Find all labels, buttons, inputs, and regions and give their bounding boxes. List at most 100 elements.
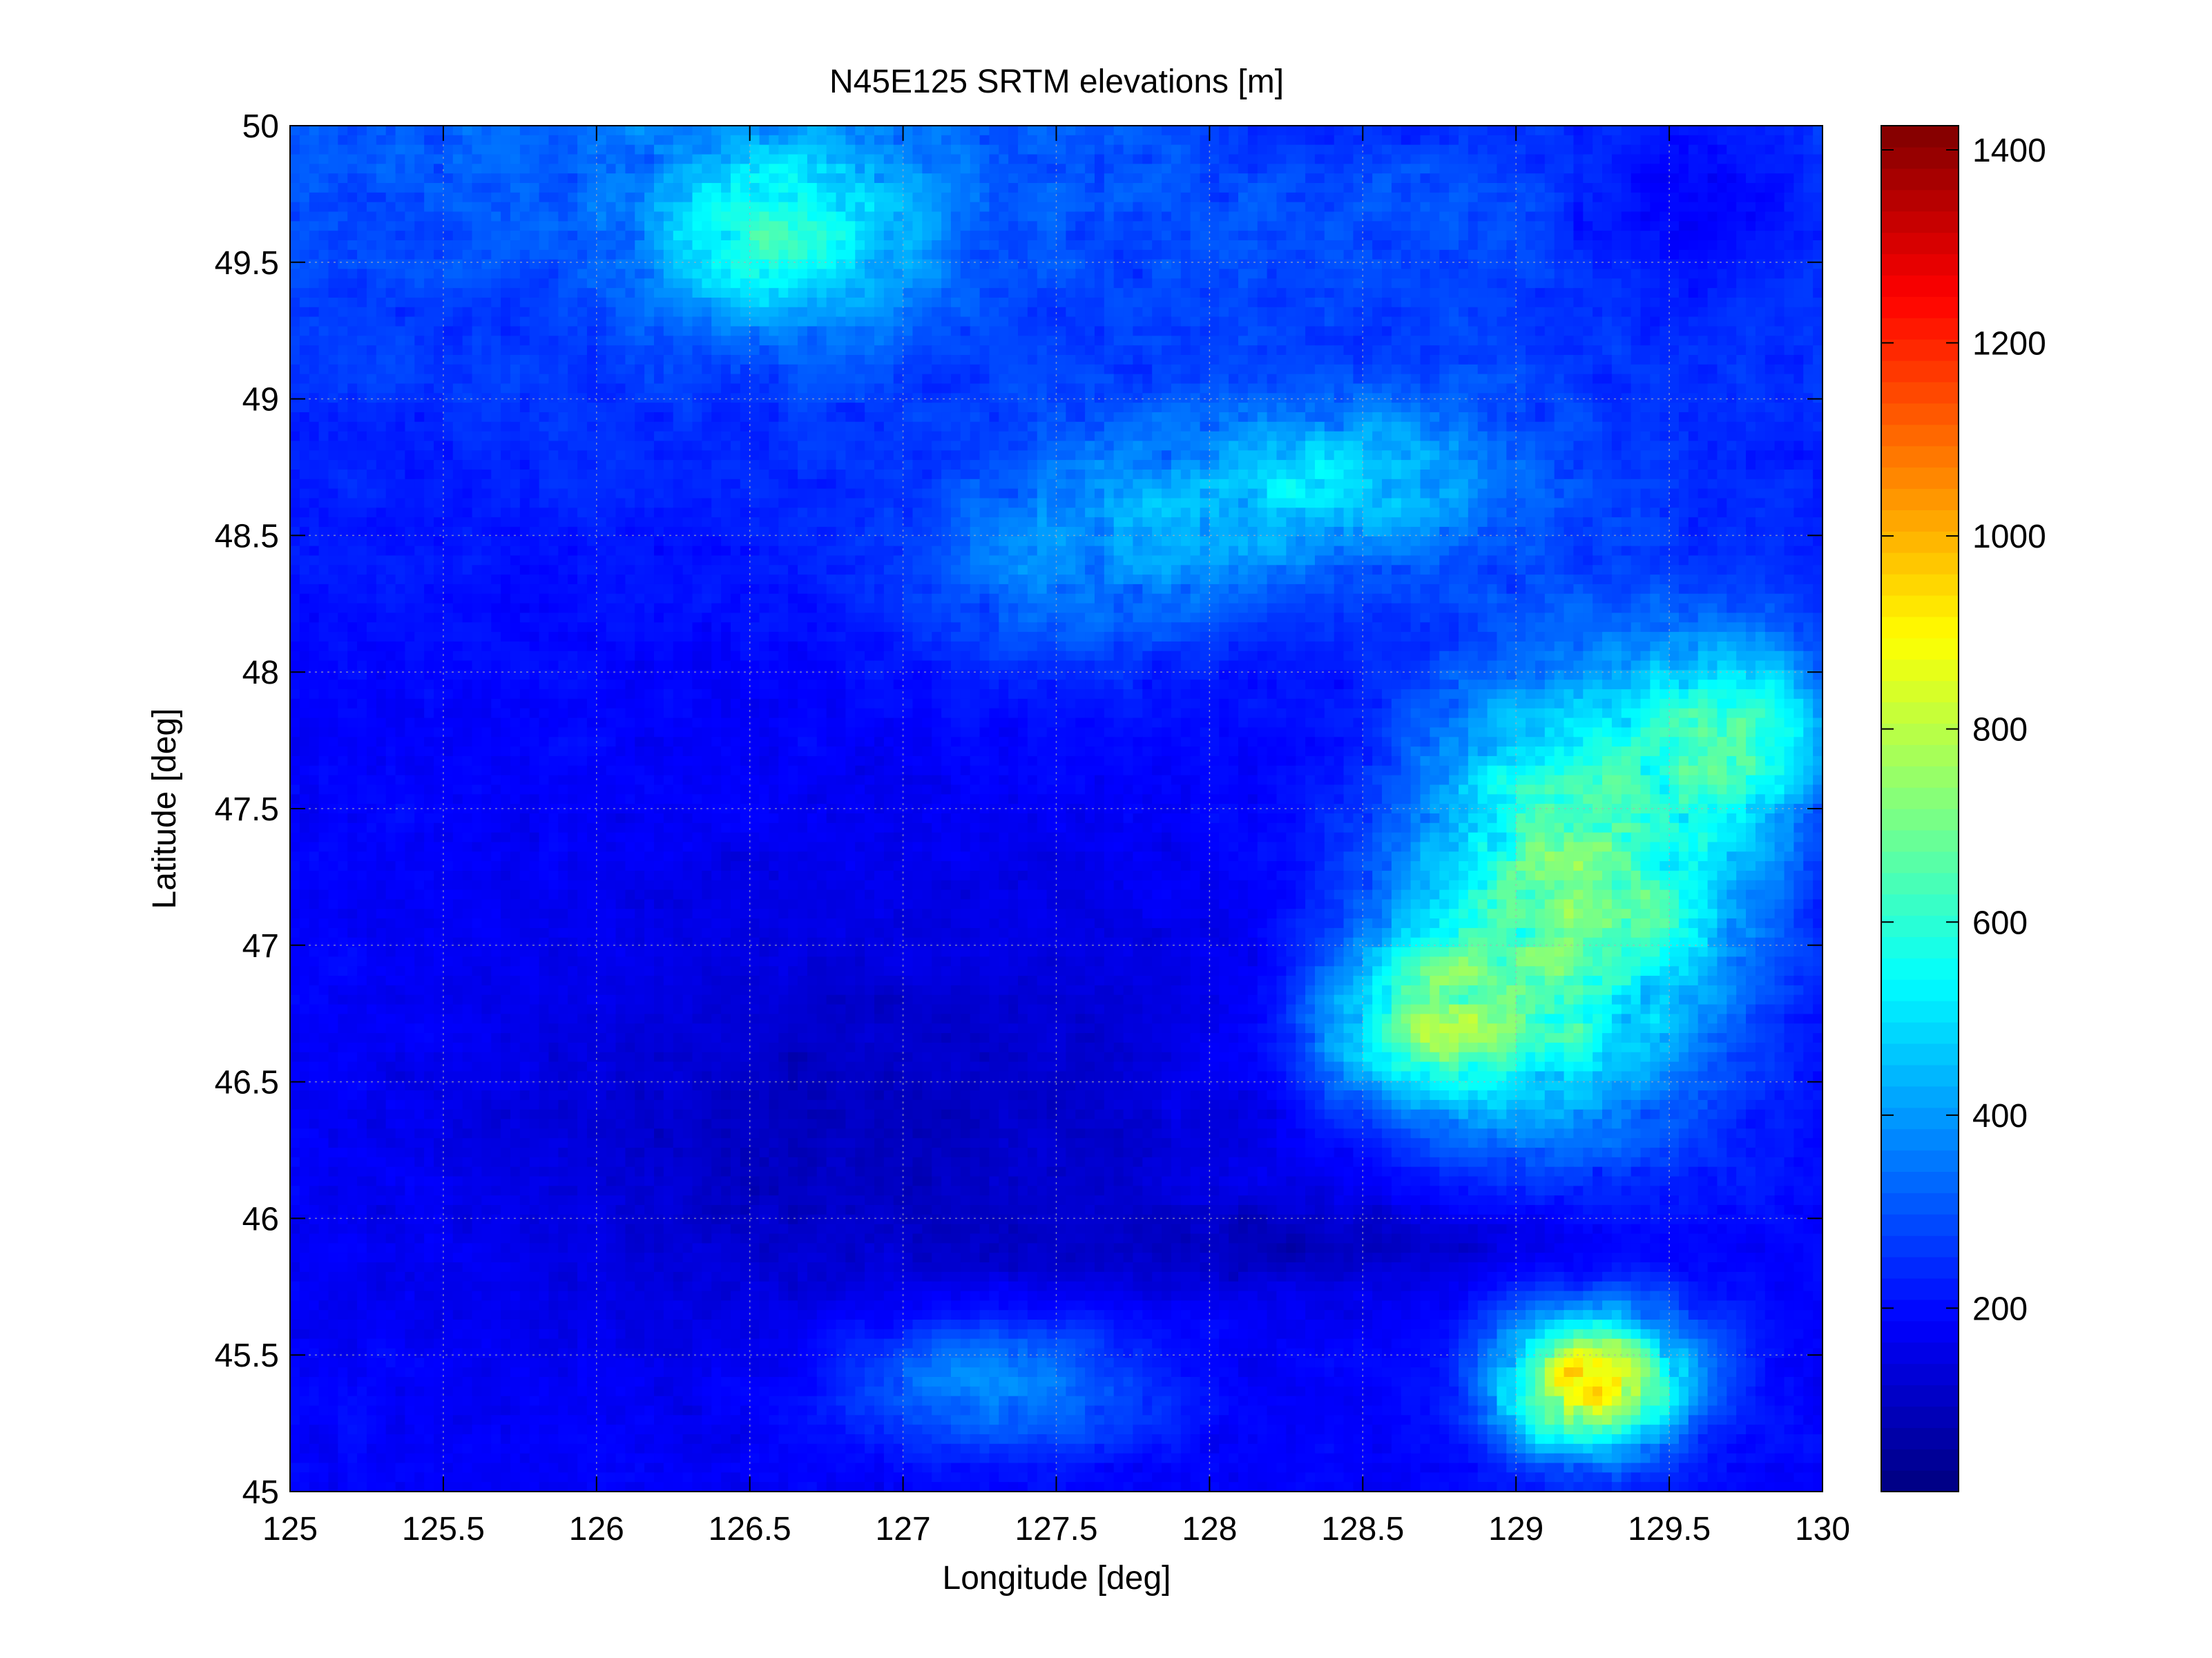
heatmap-cell (376, 221, 387, 231)
heatmap-cell (711, 126, 722, 136)
heatmap-cell (1583, 154, 1593, 164)
heatmap-cell (405, 269, 415, 279)
heatmap-cell (1611, 135, 1622, 146)
heatmap-cell (1046, 316, 1057, 327)
heatmap-cell (1678, 364, 1689, 375)
heatmap-cell (788, 345, 798, 356)
heatmap-cell (1506, 126, 1517, 136)
heatmap-cell (376, 135, 387, 146)
heatmap-cell (1746, 374, 1756, 385)
heatmap-cell (1698, 173, 1709, 184)
heatmap-cell (1602, 364, 1613, 375)
heatmap-cell (950, 383, 961, 394)
heatmap-cell (1229, 221, 1239, 231)
heatmap-cell (1803, 383, 1814, 394)
heatmap-cell (941, 135, 952, 146)
heatmap-cell (740, 269, 751, 279)
heatmap-cell (989, 126, 999, 136)
heatmap-cell (1238, 393, 1249, 403)
heatmap-cell (1707, 354, 1718, 365)
heatmap-cell (328, 182, 338, 193)
heatmap-cell (1707, 135, 1718, 146)
heatmap-cell (481, 221, 492, 231)
heatmap-cell (299, 231, 310, 241)
heatmap-cell (1190, 249, 1201, 260)
heatmap-cell (730, 307, 741, 318)
heatmap-cell (1497, 259, 1507, 270)
heatmap-cell (1008, 278, 1019, 289)
heatmap-cell (1363, 336, 1373, 346)
heatmap-cell (1247, 269, 1258, 279)
heatmap-cell (1382, 345, 1392, 356)
heatmap-cell (472, 144, 482, 155)
heatmap-cell (788, 297, 798, 308)
heatmap-cell (1698, 231, 1709, 241)
heatmap-cell (1152, 126, 1162, 136)
heatmap-cell (1631, 182, 1642, 193)
heatmap-cell (1190, 202, 1201, 213)
heatmap-cell (1085, 374, 1095, 385)
heatmap-cell (759, 393, 770, 403)
heatmap-cell (1324, 154, 1335, 164)
heatmap-cell (1593, 374, 1603, 385)
heatmap-cell (960, 316, 971, 327)
heatmap-cell (1784, 403, 1794, 413)
heatmap-cell (970, 393, 981, 403)
heatmap-cell (1813, 249, 1823, 260)
heatmap-cell (338, 269, 348, 279)
heatmap-cell (1573, 135, 1584, 146)
heatmap-cell (798, 288, 808, 298)
heatmap-cell (1113, 316, 1124, 327)
heatmap-cell (1793, 336, 1804, 346)
heatmap-cell (1621, 297, 1632, 308)
heatmap-cell (941, 288, 952, 298)
heatmap-cell (1334, 126, 1345, 136)
heatmap-cell (1094, 307, 1105, 318)
heatmap-cell (1229, 249, 1239, 260)
heatmap-cell (1247, 173, 1258, 184)
heatmap-cell (568, 307, 578, 318)
heatmap-cell (491, 403, 501, 413)
heatmap-cell (711, 135, 722, 146)
heatmap-cell (1487, 259, 1498, 270)
heatmap-cell (845, 297, 856, 308)
heatmap-cell (970, 297, 981, 308)
heatmap-cell (472, 326, 482, 336)
heatmap-cell (1430, 316, 1440, 327)
heatmap-cell (1583, 307, 1593, 318)
heatmap-cell (548, 393, 559, 403)
heatmap-cell (1056, 288, 1066, 298)
heatmap-cell (845, 192, 856, 203)
heatmap-cell (472, 249, 482, 260)
heatmap-cell (347, 297, 358, 308)
heatmap-cell (558, 173, 568, 184)
heatmap-cell (472, 164, 482, 174)
heatmap-cell (1535, 393, 1546, 403)
heatmap-cell (434, 374, 444, 385)
heatmap-cell (749, 249, 760, 260)
heatmap-cell (309, 192, 320, 203)
heatmap-cell (1678, 278, 1689, 289)
heatmap-cell (941, 336, 952, 346)
heatmap-cell (625, 164, 635, 174)
heatmap-cell (903, 126, 914, 136)
heatmap-cell (874, 403, 885, 413)
heatmap-cell (290, 126, 300, 136)
heatmap-cell (1631, 374, 1642, 385)
heatmap-cell (1229, 345, 1239, 356)
heatmap-cell (1784, 154, 1794, 164)
heatmap-cell (1152, 307, 1162, 318)
heatmap-cell (1018, 154, 1028, 164)
heatmap-cell (778, 259, 789, 270)
heatmap-cell (1257, 354, 1268, 365)
heatmap-cell (1803, 336, 1814, 346)
heatmap-cell (1573, 364, 1584, 375)
heatmap-cell (1180, 316, 1191, 327)
heatmap-cell (1142, 288, 1153, 298)
heatmap-cell (1104, 403, 1115, 413)
heatmap-cell (1564, 173, 1575, 184)
heatmap-cell (1401, 269, 1412, 279)
heatmap-cell (1037, 154, 1048, 164)
heatmap-cell (1420, 297, 1430, 308)
heatmap-cell (1477, 154, 1488, 164)
